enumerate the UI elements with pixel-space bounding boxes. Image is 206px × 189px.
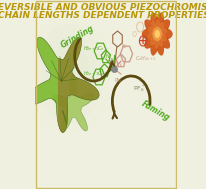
Text: N: N [110, 59, 114, 64]
Ellipse shape [154, 28, 172, 40]
Ellipse shape [154, 28, 166, 37]
Text: $H_{2n+1}C_n$: $H_{2n+1}C_n$ [83, 45, 105, 53]
Text: N: N [117, 61, 121, 67]
Text: PF$_6^-$: PF$_6^-$ [133, 84, 146, 94]
Text: N: N [121, 44, 125, 50]
Ellipse shape [144, 19, 159, 37]
Text: Ph: Ph [114, 78, 120, 84]
Ellipse shape [146, 31, 158, 40]
Ellipse shape [154, 19, 169, 37]
Text: Fuming: Fuming [139, 99, 170, 123]
Circle shape [154, 30, 159, 38]
Text: +: + [138, 36, 146, 46]
Ellipse shape [150, 31, 159, 56]
Ellipse shape [154, 31, 163, 56]
Polygon shape [26, 37, 99, 132]
Text: $H_{2n+1}C_n$: $H_{2n+1}C_n$ [83, 70, 105, 78]
Text: $C_nH_{2n+1}$: $C_nH_{2n+1}$ [134, 55, 156, 64]
Ellipse shape [141, 28, 159, 40]
Ellipse shape [150, 12, 159, 37]
Polygon shape [53, 75, 93, 132]
Ellipse shape [147, 27, 158, 37]
Ellipse shape [154, 31, 169, 49]
Text: REVERSIBLE AND OBVIOUS PIEZOCHROMISM: REVERSIBLE AND OBVIOUS PIEZOCHROMISM [0, 4, 206, 12]
Ellipse shape [150, 31, 158, 46]
Ellipse shape [144, 31, 159, 49]
Ellipse shape [154, 19, 159, 37]
Polygon shape [58, 37, 99, 132]
Ellipse shape [150, 21, 158, 37]
Text: N: N [105, 53, 109, 59]
Ellipse shape [154, 31, 166, 41]
Circle shape [152, 27, 161, 41]
Ellipse shape [153, 31, 159, 49]
Ellipse shape [155, 22, 164, 37]
Ellipse shape [155, 31, 163, 47]
Text: CHAIN LENGTHS DEPENDENT PROPERTIES: CHAIN LENGTHS DEPENDENT PROPERTIES [0, 12, 206, 20]
Ellipse shape [154, 12, 163, 37]
Text: Grinding: Grinding [59, 24, 96, 50]
